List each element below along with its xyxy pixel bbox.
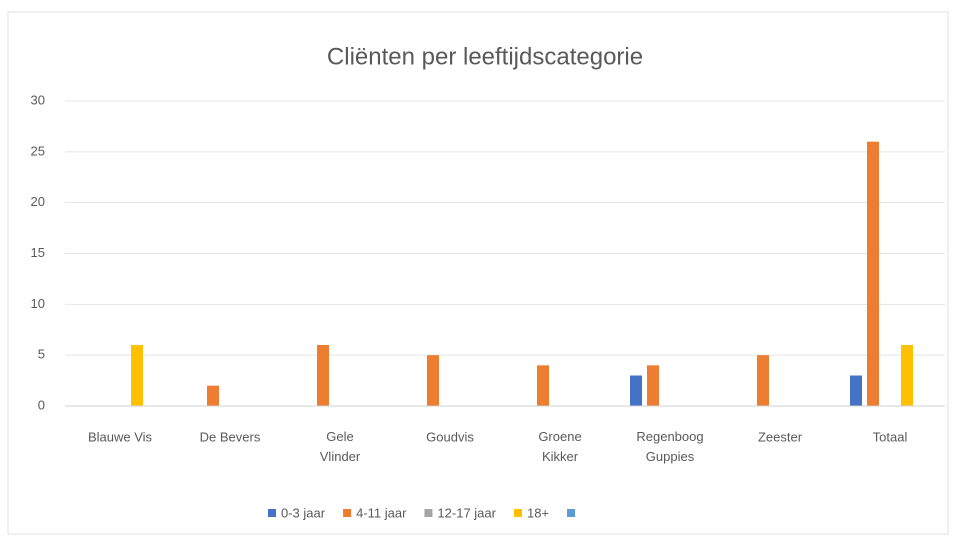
legend-label: 18+: [527, 505, 549, 520]
x-tick-label-line: Vlinder: [320, 449, 361, 464]
bar: [131, 345, 143, 406]
legend-label: 12-17 jaar: [437, 505, 496, 520]
bar: [867, 141, 879, 406]
chart-frame: [7, 11, 949, 535]
y-tick-label: 15: [31, 245, 45, 260]
legend-swatch: [343, 509, 352, 517]
legend-swatch: [513, 509, 522, 517]
y-tick-label: 5: [38, 347, 45, 362]
x-tick-label: De Bevers: [200, 429, 261, 444]
legend-swatch: [424, 509, 433, 517]
bar: [850, 375, 862, 406]
bar: [630, 375, 642, 406]
bar: [537, 365, 549, 406]
y-tick-label: 10: [31, 296, 45, 311]
legend-swatch: [268, 509, 276, 517]
legend-swatch: [567, 509, 576, 517]
x-tick-label: Gele Vlinder: [320, 429, 361, 464]
x-tick-label: Groene Kikker: [538, 429, 581, 464]
x-tick-label-line: Groene: [538, 429, 581, 444]
y-tick-label: 25: [31, 143, 45, 158]
y-tick-label: 30: [31, 92, 45, 107]
legend-label: 0-3 jaar: [281, 505, 326, 520]
x-tick-label-line: Regenboog: [636, 429, 703, 444]
bar: [427, 355, 439, 406]
x-tick-label: Regenboog Guppies: [636, 429, 703, 464]
x-tick-label: Totaal: [873, 429, 908, 444]
y-tick-label: 20: [31, 194, 45, 209]
bar: [207, 385, 219, 406]
y-tick-label: 0: [38, 397, 45, 412]
bar: [901, 345, 913, 406]
chart-title: Cliënten per leeftijdscategorie: [327, 43, 643, 70]
bar: [317, 345, 329, 406]
x-tick-label: Goudvis: [426, 429, 474, 444]
bar: [647, 365, 659, 406]
x-tick-label: Zeester: [758, 429, 803, 444]
x-tick-label-line: Gele: [326, 429, 353, 444]
x-tick-label-line: Kikker: [542, 449, 579, 464]
x-tick-label-line: Guppies: [646, 449, 695, 464]
legend-label: 4-11 jaar: [356, 505, 407, 520]
x-tick-label: Blauwe Vis: [88, 429, 153, 444]
bar: [757, 355, 769, 406]
